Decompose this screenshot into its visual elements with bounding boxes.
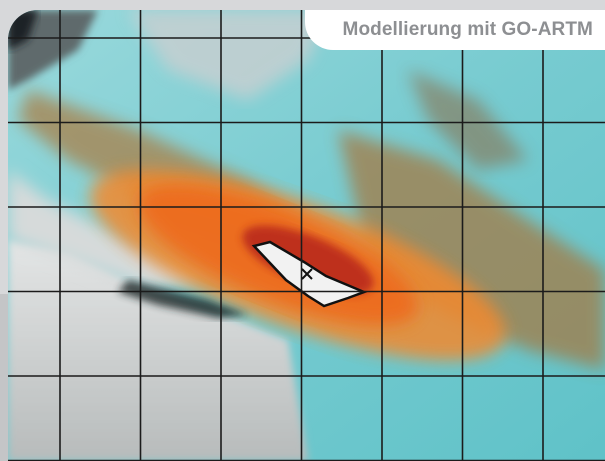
terrain-gray-upper [128,10,328,100]
sediment-right [338,130,605,370]
model-map: Modellierung mit GO-ARTM [8,10,605,461]
title-tab: Modellierung mit GO-ARTM [305,10,605,50]
terrain-gray-lower-left [8,240,308,461]
pit-outline [251,240,368,308]
side-band [0,294,8,461]
marker-x-icon [301,268,313,280]
terrain-shadow [8,10,38,50]
plume-core [242,225,374,295]
sediment-streak [408,70,528,170]
fracture-line [118,280,248,318]
grid-overlay [8,10,605,461]
figure-title: Modellierung mit GO-ARTM [342,19,593,40]
map-svg [8,10,605,461]
